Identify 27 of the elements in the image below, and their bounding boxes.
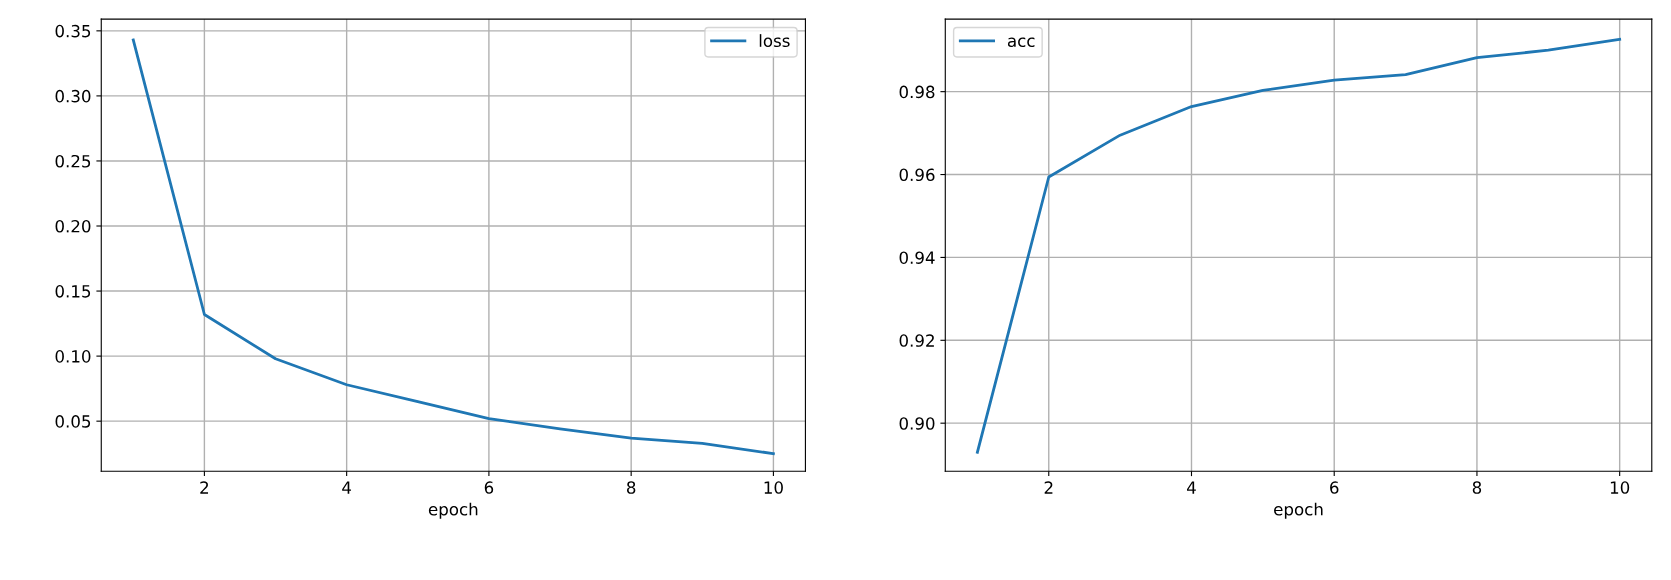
x-tick-label: 4 <box>342 481 352 494</box>
y-tick-label: 0.05 <box>55 415 91 428</box>
x-tick-label: 4 <box>1187 481 1196 494</box>
x-tick-label: 2 <box>1044 481 1053 494</box>
x-tick-label: 2 <box>200 481 209 494</box>
y-tick-label: 0.20 <box>55 219 91 233</box>
y-tick-label: 0.98 <box>899 85 935 99</box>
y-tick-label: 0.92 <box>899 334 934 347</box>
y-tick-label: 0.10 <box>55 350 91 363</box>
line-series <box>976 38 1622 454</box>
x-tick-label: 8 <box>1472 481 1482 494</box>
y-tick-label: 0.25 <box>55 154 91 168</box>
x-axis-title: epoch <box>1274 502 1323 519</box>
y-tick-label: 0.35 <box>55 24 91 38</box>
x-tick-label: 10 <box>1610 481 1630 494</box>
y-tick-label: 0.96 <box>899 168 935 182</box>
legend-label: loss <box>759 34 790 48</box>
y-tick-label: 0.15 <box>55 285 91 298</box>
x-tick-label: 10 <box>764 481 783 494</box>
y-tick-label: 0.90 <box>899 417 935 430</box>
legend-label: acc <box>1007 37 1035 48</box>
y-tick-label: 0.94 <box>899 251 935 264</box>
y-tick-label: 0.30 <box>55 89 91 103</box>
x-axis-title: epoch <box>428 502 478 519</box>
x-tick-label: 6 <box>484 481 494 494</box>
x-tick-label: 8 <box>626 481 636 494</box>
x-tick-label: 6 <box>1330 481 1339 494</box>
